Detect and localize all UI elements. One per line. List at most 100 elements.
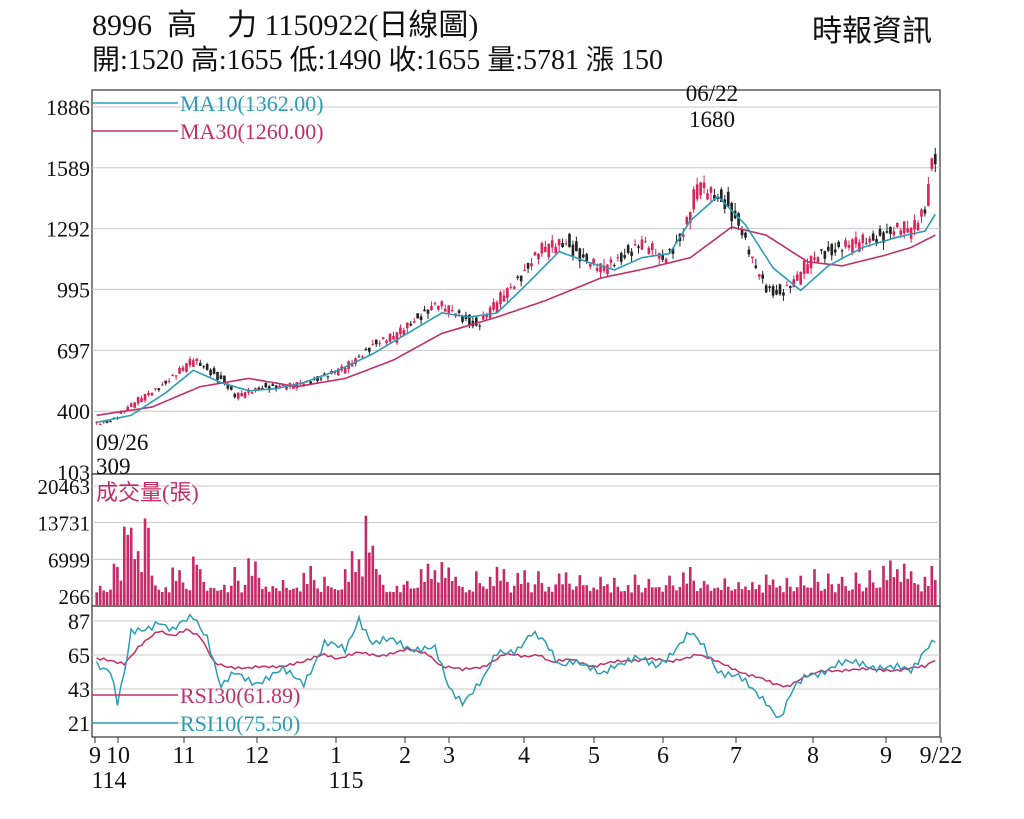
volume-bar — [178, 570, 181, 605]
volume-bar — [709, 590, 713, 605]
volume-bar — [209, 587, 212, 605]
volume-bar — [205, 590, 209, 605]
volume-bar — [823, 588, 827, 605]
low-label: 低 — [289, 45, 318, 76]
candle-down — [364, 348, 368, 350]
candle-up — [126, 406, 130, 412]
price-panel-frame — [91, 89, 941, 475]
candle-down — [561, 242, 564, 248]
volume-bar — [223, 584, 226, 605]
volume-bar — [871, 582, 875, 605]
candle-down — [754, 265, 758, 268]
x-axis-label: 10 — [106, 743, 130, 769]
volume-bar — [875, 587, 878, 605]
volume-bar — [388, 591, 392, 605]
volume-bar — [837, 583, 840, 605]
candle-up — [685, 217, 689, 225]
volume-bar — [699, 588, 702, 605]
x-axis-label: 4 — [518, 743, 530, 769]
candle-down — [623, 255, 627, 258]
volume-bar — [716, 587, 720, 605]
high-annotation-date: 06/22 — [686, 81, 738, 106]
volume-bar — [830, 584, 834, 605]
date-label: 1150922(日線圖) — [264, 9, 479, 42]
candle-down — [261, 388, 264, 390]
volume-bar — [516, 572, 520, 605]
volume-bar — [506, 581, 509, 605]
volume-bar — [164, 587, 168, 605]
volume-bar — [840, 576, 844, 605]
volume-bar — [281, 580, 285, 605]
candle-down — [516, 276, 520, 278]
candle-down — [105, 420, 109, 423]
volume-bar — [637, 584, 640, 605]
volume-bar — [581, 585, 585, 605]
volume-bar — [713, 588, 716, 605]
volume-bar — [592, 587, 595, 605]
volume-bar — [392, 591, 395, 605]
candle-down — [837, 241, 840, 247]
volume-bar — [240, 592, 243, 605]
candle-up — [167, 380, 171, 382]
volume-bar — [771, 579, 775, 605]
candle-up — [437, 305, 440, 310]
candle-up — [858, 242, 861, 252]
volume-bar — [619, 591, 623, 605]
volume-bar — [682, 572, 685, 605]
candle-up — [154, 388, 157, 390]
candle-up — [143, 394, 147, 401]
candle-down — [626, 245, 630, 253]
candle-up — [544, 246, 547, 252]
volume-bar — [844, 586, 847, 605]
rsi-tick-label: 65 — [68, 643, 90, 668]
volume-bar — [257, 577, 261, 605]
candle-down — [585, 254, 589, 262]
candle-up — [868, 238, 872, 243]
candle-up — [595, 267, 599, 271]
volume-bar — [116, 566, 119, 605]
volume-bar — [757, 584, 761, 605]
x-year-label: 115 — [328, 768, 363, 794]
candle-up — [185, 363, 188, 372]
candle-down — [319, 378, 323, 380]
volume-bar — [833, 592, 837, 605]
candle-up — [792, 279, 796, 288]
source-label: 時報資訊 — [812, 15, 932, 48]
candle-up — [240, 393, 243, 397]
candle-down — [581, 254, 585, 258]
volume-bar — [285, 587, 288, 605]
candle-down — [840, 250, 844, 252]
volume-bar — [747, 590, 751, 605]
volume-bar — [457, 586, 461, 605]
candle-down — [782, 292, 785, 296]
volume-bar — [789, 586, 792, 605]
candle-down — [419, 316, 423, 321]
candle-down — [823, 250, 827, 259]
volume-bar — [523, 570, 526, 605]
candle-down — [164, 380, 168, 384]
candle-down — [771, 286, 775, 296]
volume-bar — [706, 584, 709, 605]
candle-down — [457, 310, 461, 313]
candle-up — [160, 384, 164, 386]
candle-up — [133, 402, 136, 408]
volume-bar — [913, 583, 916, 605]
candle-down — [575, 241, 578, 252]
x-axis-label: 3 — [443, 743, 455, 769]
volume-bar — [412, 588, 416, 605]
candle-up — [119, 412, 123, 414]
candle-down — [468, 314, 471, 326]
volume-bar — [564, 572, 568, 605]
high-label: 高 — [190, 45, 219, 76]
volume-bar — [533, 584, 537, 605]
candle-up — [399, 327, 402, 335]
volume-panel-title: 成交量(張) — [96, 480, 199, 505]
x-axis-label: 11 — [172, 743, 195, 769]
candle-down — [613, 265, 616, 267]
volume-bar — [640, 592, 644, 605]
candle-down — [223, 375, 226, 384]
candle-down — [830, 243, 834, 256]
volume-bar — [378, 574, 382, 605]
volume-bar — [512, 585, 516, 605]
volume-bar — [813, 569, 816, 605]
